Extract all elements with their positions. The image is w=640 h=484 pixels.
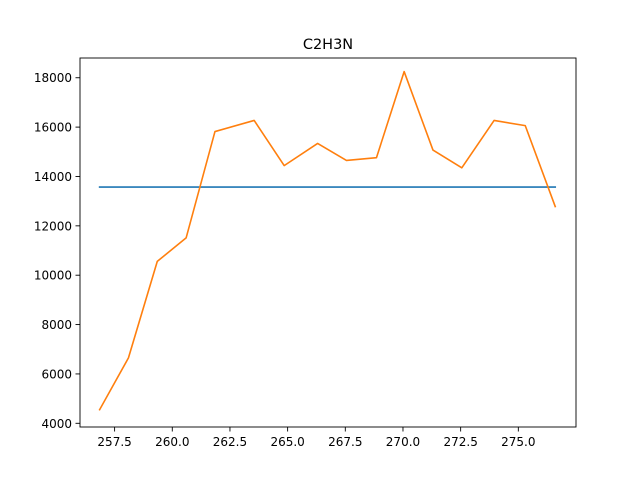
x-tick-label: 270.0 bbox=[386, 435, 420, 449]
series-line-2 bbox=[98, 70, 557, 411]
x-tick-label: 267.5 bbox=[328, 435, 362, 449]
y-tick-label: 4000 bbox=[41, 417, 72, 431]
y-tick-label: 18000 bbox=[34, 71, 72, 85]
y-tick-label: 6000 bbox=[41, 367, 72, 381]
x-tick-label: 275.0 bbox=[501, 435, 535, 449]
axes-frame bbox=[79, 57, 577, 428]
x-tick-label: 265.0 bbox=[270, 435, 304, 449]
y-tick-label: 12000 bbox=[34, 219, 72, 233]
chart-title: C2H3N bbox=[303, 37, 353, 53]
x-tick-label: 262.5 bbox=[213, 435, 247, 449]
x-tick-label: 257.5 bbox=[97, 435, 131, 449]
plot-area bbox=[98, 70, 557, 411]
x-tick-label: 260.0 bbox=[155, 435, 189, 449]
y-tick-label: 14000 bbox=[34, 170, 72, 184]
y-tick-label: 10000 bbox=[34, 269, 72, 283]
y-tick-label: 8000 bbox=[41, 318, 72, 332]
axes: 257.5 260.0 262.5 265.0 267.5 270.0 272.5 275.0… bbox=[34, 57, 577, 449]
y-tick-label: 16000 bbox=[34, 121, 72, 135]
x-tick-label: 272.5 bbox=[443, 435, 477, 449]
